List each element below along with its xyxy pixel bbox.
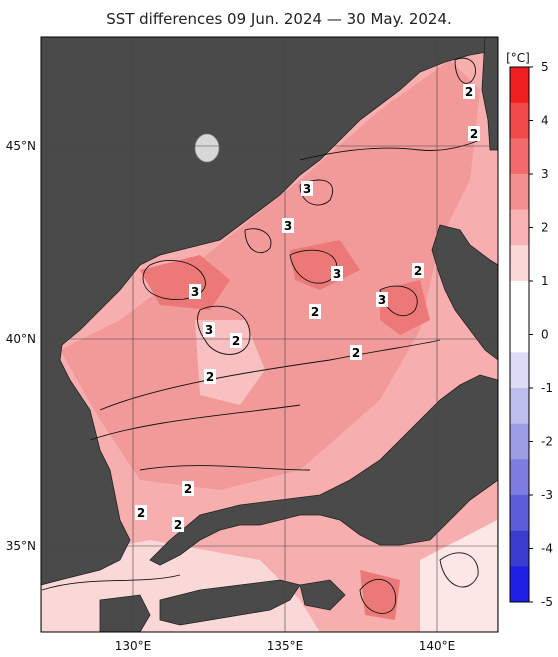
contour-label-bg — [135, 505, 147, 520]
contour-lines — [41, 57, 481, 614]
contour-labels: 2 2 3 3 3 2 3 3 2 3 2 2 2 2 2 2 — [135, 84, 480, 532]
colorbar-tick-label: -5 — [541, 595, 553, 609]
colorbar-tick-label: -1 — [541, 381, 553, 395]
colorbar-tick-label: 0 — [541, 328, 549, 342]
contour-label: 2 — [311, 305, 319, 319]
colorbar-swatch — [510, 102, 529, 139]
mainland-asia — [40, 36, 499, 586]
lon-label: 130°E — [115, 639, 152, 653]
contour-label: 3 — [378, 293, 386, 307]
contour-label: 3 — [303, 182, 311, 196]
colorbar-swatch — [510, 388, 529, 425]
contour-label: 2 — [174, 518, 182, 532]
contour-label-bg — [182, 481, 194, 496]
contour-label-bg — [230, 333, 242, 348]
contour-label: 2 — [414, 264, 422, 278]
lat-label: 35°N — [6, 539, 36, 553]
colorbar-swatch — [510, 316, 529, 353]
colorbar-swatch — [510, 174, 529, 211]
land-masses — [40, 36, 499, 633]
contour-label: 2 — [465, 85, 473, 99]
lat-label: 45°N — [6, 139, 36, 153]
contour-label: 2 — [206, 370, 214, 384]
contour-label-bg — [468, 126, 480, 141]
contour-label: 2 — [470, 127, 478, 141]
contour-label-bg — [350, 345, 362, 360]
colorbar-tick-label: 3 — [541, 167, 549, 181]
colorbar-tick-label: 2 — [541, 221, 549, 235]
colorbar-tick-label: -2 — [541, 435, 553, 449]
shikoku — [159, 579, 301, 626]
colorbar-swatch — [510, 281, 529, 318]
colorbar-tick-label: 5 — [541, 60, 549, 74]
contour-label-bg — [309, 304, 321, 319]
colorbar-swatch — [510, 423, 529, 460]
contour-label-bg — [172, 517, 184, 532]
contour-label-bg — [204, 369, 216, 384]
colorbar-swatch — [510, 566, 529, 603]
colorbar-swatch — [510, 67, 529, 104]
colorbar-unit: [°C] — [506, 51, 530, 65]
lat-lon-grid — [41, 37, 498, 632]
contour-label: 3 — [205, 323, 213, 337]
colorbar-swatch — [510, 459, 529, 496]
contour-label: 3 — [191, 285, 199, 299]
kii-peninsula — [299, 579, 346, 611]
hokkaido — [431, 224, 499, 361]
contour-label-bg — [412, 263, 424, 278]
lat-label: 40°N — [6, 332, 36, 346]
colorbar-tick-label: -4 — [541, 542, 553, 556]
lon-label: 135°E — [267, 639, 304, 653]
colorbar-swatch — [510, 352, 529, 389]
colorbar-swatch — [510, 245, 529, 282]
contour-label: 2 — [232, 334, 240, 348]
contour-label-bg — [301, 181, 313, 196]
colorbar-swatch — [510, 530, 529, 567]
lake-khanka — [194, 133, 220, 163]
map-frame — [40, 36, 499, 633]
colorbar-ticks: 5 4 3 2 1 0 -1 -2 -3 -4 -5 — [529, 60, 553, 609]
colorbar-tick-label: 4 — [541, 114, 549, 128]
contour-label-bg — [189, 284, 201, 299]
contour-label: 2 — [137, 506, 145, 520]
colorbar-swatch — [510, 138, 529, 175]
colorbar-swatches — [510, 67, 529, 603]
colorbar-tick-label: 1 — [541, 274, 549, 288]
contour-label: 3 — [333, 267, 341, 281]
colorbar-swatch — [510, 495, 529, 532]
honshu — [149, 374, 499, 566]
contour-label-bg — [376, 292, 388, 307]
colorbar-tick-label: -3 — [541, 488, 553, 502]
contour-label-bg — [331, 266, 343, 281]
lon-label: 140°E — [419, 639, 456, 653]
contour-label-bg — [282, 218, 294, 233]
contour-label: 2 — [184, 482, 192, 496]
kyushu — [99, 594, 151, 633]
contour-label: 3 — [284, 219, 292, 233]
colorbar-swatch — [510, 209, 529, 246]
contour-label-bg — [463, 84, 475, 99]
map-title: SST differences 09 Jun. 2024 — 30 May. 2… — [106, 10, 452, 28]
contour-label: 2 — [352, 346, 360, 360]
colorbar: [°C] 5 4 3 2 1 0 -1 -2 -3 -4 -5 — [506, 51, 553, 609]
contour-label-bg — [203, 322, 215, 337]
